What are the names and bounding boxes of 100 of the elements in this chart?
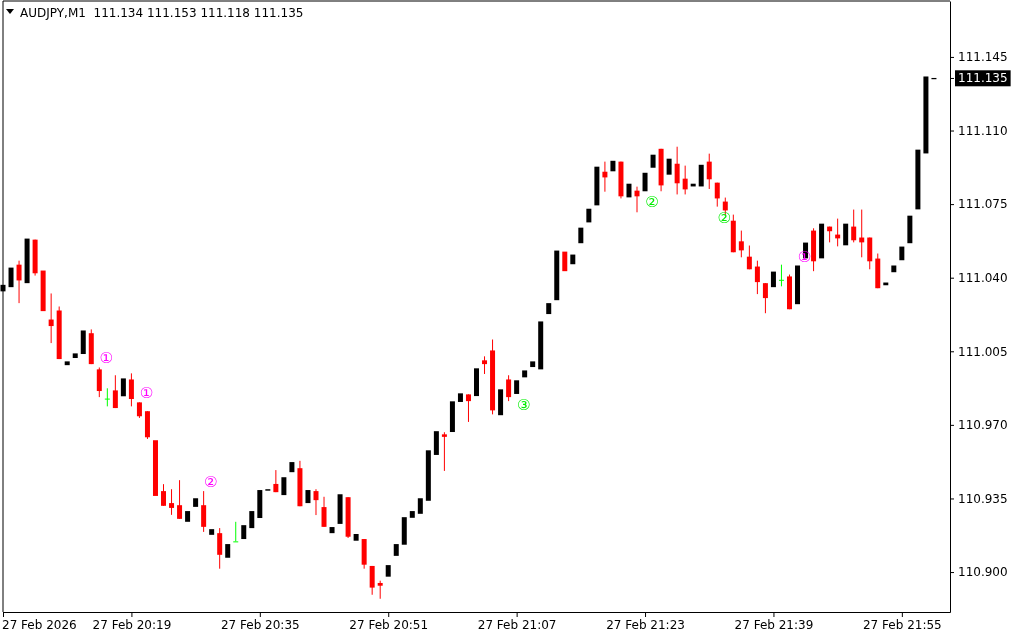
candlestick — [795, 265, 801, 305]
candlestick — [112, 374, 118, 409]
candlestick — [554, 250, 560, 301]
candlestick — [698, 164, 704, 187]
candlestick — [546, 303, 552, 315]
candlestick — [778, 264, 784, 287]
candlestick — [369, 565, 375, 596]
candlestick — [650, 154, 656, 168]
candlestick — [8, 267, 14, 288]
candlestick — [562, 251, 568, 272]
annotation: ① — [139, 384, 154, 403]
candlestick — [570, 254, 576, 265]
candlestick — [441, 431, 447, 472]
candlestick — [249, 511, 255, 529]
candlestick — [393, 544, 399, 556]
candlestick — [506, 374, 512, 402]
x-tick-label: 27 Feb 20:35 — [220, 617, 300, 632]
candlestick — [754, 260, 760, 295]
candlestick — [281, 477, 287, 496]
candlestick — [64, 361, 70, 366]
annotation: ① — [797, 247, 812, 266]
candlestick — [177, 479, 183, 520]
y-tick-label: 111.110 — [958, 123, 1008, 138]
candlestick — [16, 260, 22, 304]
candlestick — [321, 496, 327, 528]
annotation: ① — [99, 349, 114, 368]
candlestick — [867, 237, 873, 270]
x-tick-label: 27 Feb 21:39 — [734, 617, 814, 632]
candlestick — [706, 153, 712, 190]
candlestick — [843, 223, 849, 246]
y-tick-label: 110.935 — [958, 491, 1008, 506]
candlestick — [610, 160, 616, 172]
candlestick — [233, 521, 239, 543]
candlestick — [762, 282, 768, 314]
candlestick — [96, 366, 102, 398]
annotation: ③ — [516, 395, 531, 414]
candlestick — [907, 215, 913, 244]
y-tick-label: 110.900 — [958, 565, 1008, 580]
candlestick — [457, 393, 463, 402]
y-tick-label: 111.075 — [958, 197, 1008, 212]
candlestick — [498, 389, 504, 416]
candlestick — [474, 368, 479, 397]
x-tick-label: 27 Feb 21:55 — [862, 617, 942, 632]
candlestick — [353, 534, 359, 541]
candlestick — [161, 483, 167, 507]
candlestick — [409, 511, 415, 518]
candlestick — [217, 527, 223, 570]
y-tick-label: 110.970 — [958, 418, 1008, 433]
candlestick — [152, 440, 158, 496]
candlestick — [128, 372, 134, 407]
candlestick — [465, 393, 471, 423]
x-tick-label: 27 Feb 2026 — [2, 617, 77, 632]
candlestick — [329, 527, 335, 534]
candlestick — [305, 490, 311, 504]
candlestick — [642, 172, 648, 192]
x-tick-label: 27 Feb 20:19 — [92, 617, 172, 632]
candlestick — [72, 353, 78, 359]
candlestick — [851, 209, 857, 243]
candlestick — [433, 431, 439, 455]
candlestick — [514, 380, 520, 394]
y-tick-label: 111.005 — [958, 344, 1008, 359]
candlestick — [80, 330, 86, 355]
candlestick — [241, 525, 247, 540]
annotation: ② — [645, 193, 659, 212]
x-tick-label: 27 Feb 20:51 — [349, 617, 429, 632]
annotation: ② — [717, 208, 731, 227]
candlestick — [401, 517, 407, 545]
candlestick — [201, 490, 207, 533]
y-tick-label: 111.135 — [958, 71, 1008, 86]
candlestick — [385, 565, 391, 577]
candlestick — [674, 146, 680, 195]
candlestick — [104, 387, 110, 407]
candlestick — [313, 488, 319, 516]
candlestick — [289, 462, 295, 473]
candlestick — [24, 238, 30, 284]
candlestick — [185, 511, 191, 522]
candlestick — [923, 76, 929, 154]
candlestick — [594, 166, 600, 206]
chart-title: AUDJPY,M1 111.134 111.153 111.118 111.135 — [20, 6, 304, 20]
y-tick-label: 111.040 — [958, 271, 1008, 286]
y-tick-label: 111.145 — [958, 50, 1008, 65]
candlestick — [48, 292, 54, 344]
x-tick-label: 27 Feb 21:23 — [606, 617, 685, 632]
candlestick — [899, 246, 905, 261]
x-tick-label: 27 Feb 21:07 — [477, 617, 557, 632]
candlestick — [538, 321, 544, 370]
candlestick — [169, 488, 175, 516]
candlestick — [337, 494, 343, 524]
candlestick — [425, 450, 431, 501]
candlestick — [666, 158, 672, 175]
candlestick — [682, 165, 688, 195]
candlestick — [193, 498, 199, 507]
candlestick — [530, 361, 536, 368]
annotation: ② — [203, 473, 218, 492]
candlestick — [626, 183, 632, 198]
candlestick — [915, 149, 921, 210]
candlestick — [209, 529, 215, 535]
candlestick — [449, 401, 455, 433]
candlestick — [738, 230, 744, 258]
candlestick — [770, 271, 776, 288]
